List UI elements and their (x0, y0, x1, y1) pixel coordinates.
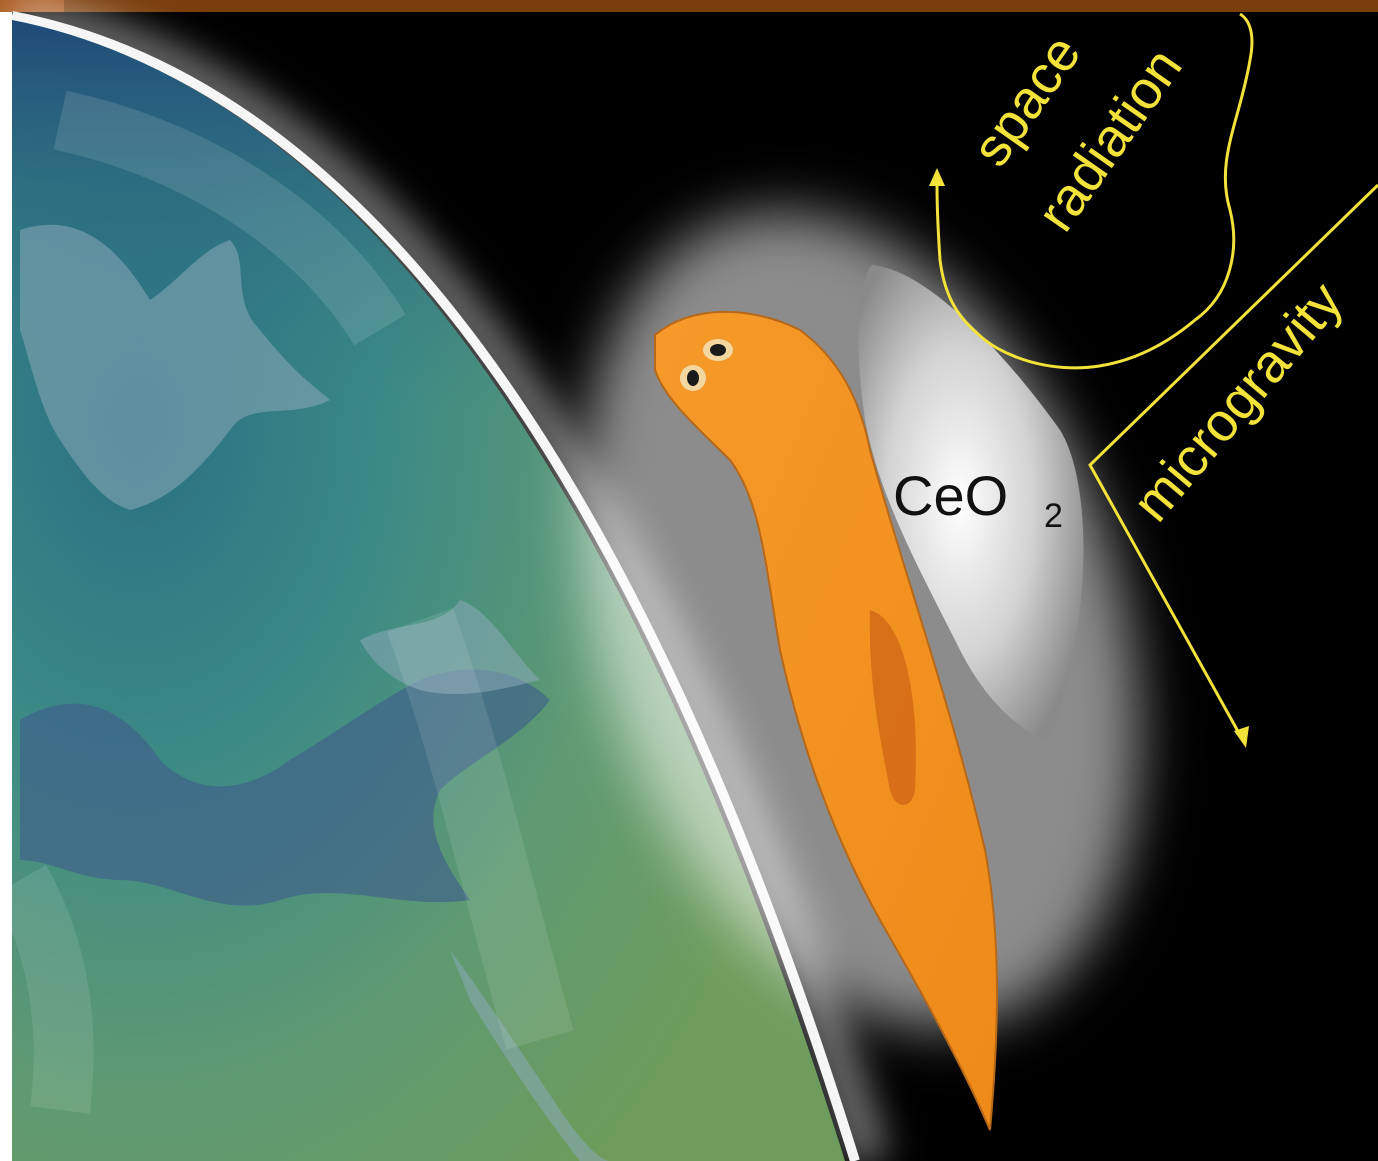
ceo2-label: CeO 2 (893, 464, 1063, 535)
arrow-down-icon (1234, 726, 1249, 748)
ceo2-main-text: CeO (893, 464, 1008, 527)
worm-eyes (680, 339, 733, 391)
earth-landmasses (12, 90, 610, 1161)
earth-globe (12, 20, 845, 1161)
planarian-worm (654, 310, 998, 1131)
worm-pharynx (869, 610, 916, 805)
ceria-nanoparticle (858, 265, 1084, 740)
ceo2-subscript: 2 (1044, 497, 1063, 535)
arrow-up-icon (929, 168, 945, 186)
left-margin-strip (0, 12, 12, 1161)
